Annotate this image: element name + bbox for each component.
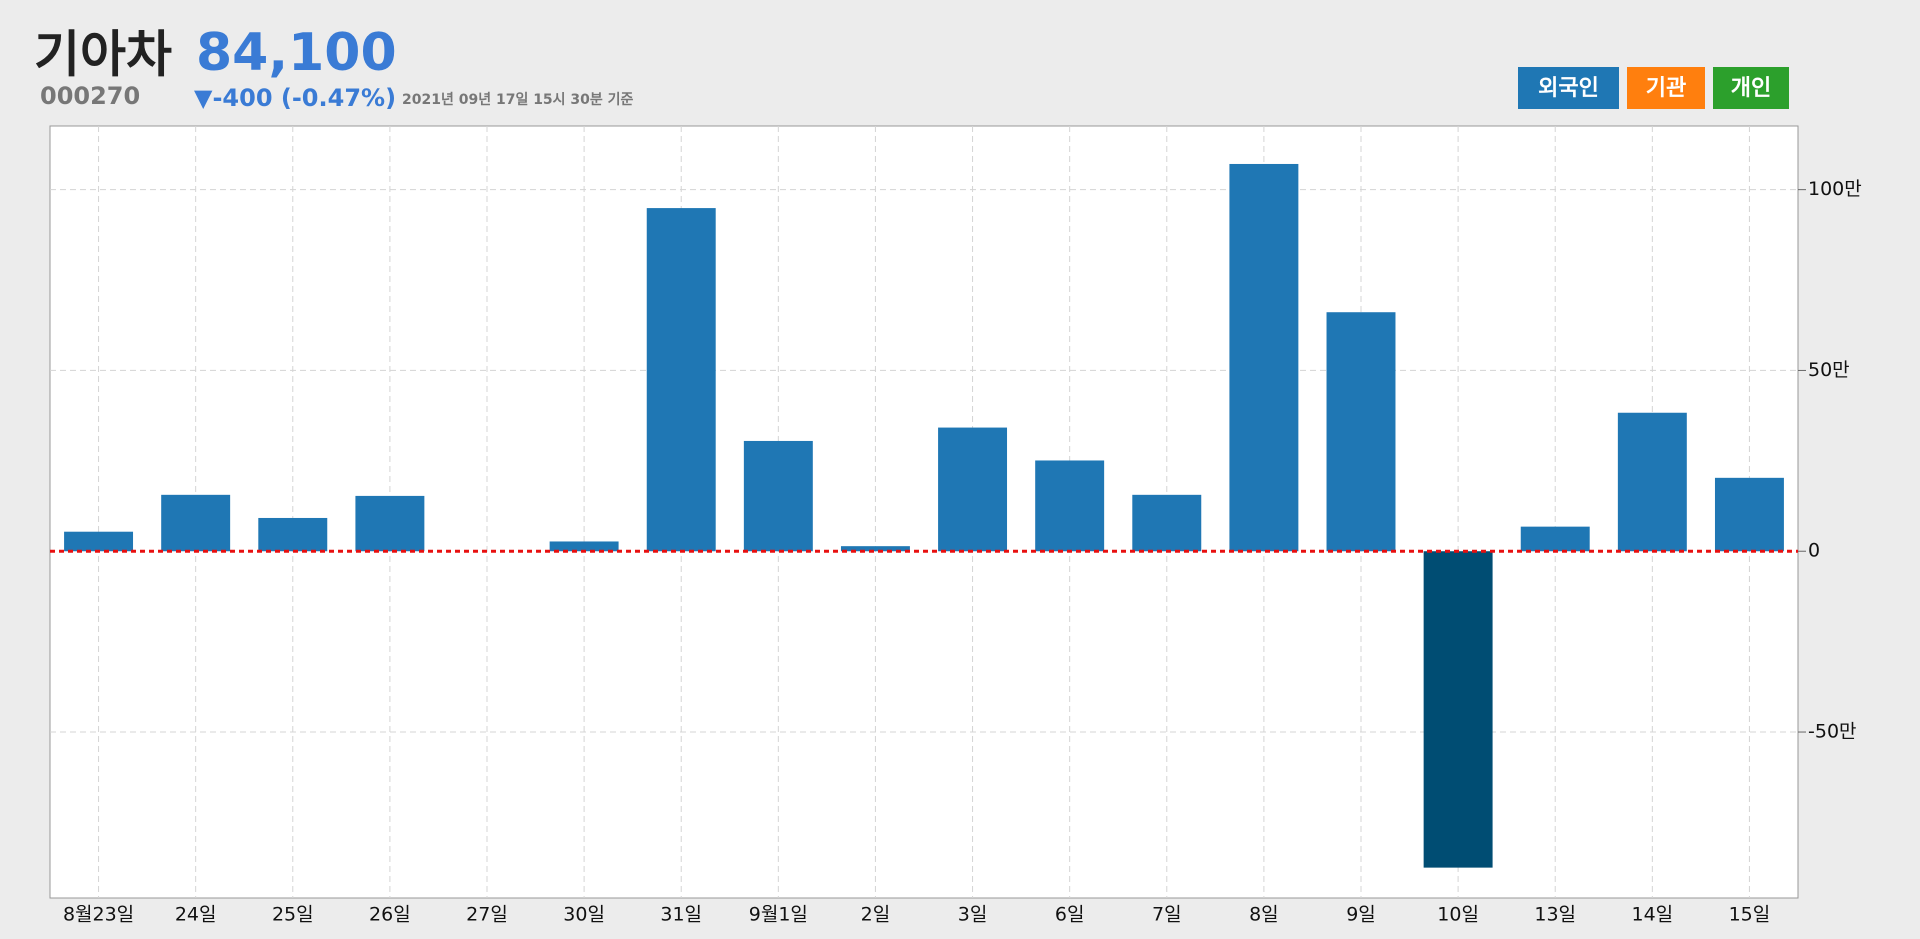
y-tick-label: -50만 xyxy=(1808,721,1857,743)
bar xyxy=(938,427,1008,552)
x-tick-label: 15일 xyxy=(1729,904,1771,926)
stock-code: 000270 xyxy=(40,82,140,110)
x-tick-label: 6일 xyxy=(1055,904,1085,926)
stock-name: 기아차 xyxy=(34,26,172,84)
bar xyxy=(355,495,425,552)
price-change: ▼-400 (-0.47%) xyxy=(194,84,396,112)
button-bg xyxy=(1518,67,1619,109)
y-tick-label: 0 xyxy=(1808,540,1820,562)
filter-button[interactable]: 개인 xyxy=(1713,67,1789,109)
x-tick-label: 25일 xyxy=(272,904,314,926)
bar xyxy=(1423,551,1493,868)
x-tick-label: 2일 xyxy=(861,904,891,926)
x-tick-label: 9일 xyxy=(1346,904,1376,926)
x-tick-label: 30일 xyxy=(563,904,605,926)
x-tick-label: 14일 xyxy=(1631,904,1673,926)
x-tick-label: 9월1일 xyxy=(749,904,808,926)
bar xyxy=(1714,477,1784,552)
bar xyxy=(64,531,134,552)
bar xyxy=(1617,412,1687,552)
filter-button[interactable]: 외국인 xyxy=(1518,67,1619,109)
bar xyxy=(1132,494,1202,552)
bar xyxy=(549,541,619,552)
x-tick-label: 24일 xyxy=(175,904,217,926)
bar xyxy=(646,208,716,552)
bar xyxy=(743,440,813,552)
y-tick-label: 50만 xyxy=(1808,359,1850,381)
plot-area xyxy=(49,125,1799,899)
bar xyxy=(161,494,231,552)
x-tick-label: 31일 xyxy=(660,904,702,926)
button-label: 개인 xyxy=(1731,76,1771,101)
price: 84,100 xyxy=(196,23,397,83)
button-bg xyxy=(1713,67,1789,109)
bar xyxy=(1229,163,1299,552)
x-tick-label: 13일 xyxy=(1534,904,1576,926)
x-tick-label: 8일 xyxy=(1249,904,1279,926)
bar xyxy=(840,546,910,552)
x-tick-label: 26일 xyxy=(369,904,411,926)
bar xyxy=(1520,526,1590,552)
y-tick-label: 100만 xyxy=(1808,178,1862,200)
x-tick-label: 8월23일 xyxy=(63,904,134,926)
bar xyxy=(1326,312,1396,552)
button-label: 외국인 xyxy=(1538,76,1599,101)
timestamp: 2021년 09년 17일 15시 30분 기준 xyxy=(402,92,634,108)
x-tick-label: 10일 xyxy=(1437,904,1479,926)
filter-button[interactable]: 기관 xyxy=(1627,67,1705,109)
x-tick-label: 3일 xyxy=(958,904,988,926)
bar xyxy=(258,517,328,552)
x-tick-label: 7일 xyxy=(1152,904,1182,926)
button-label: 기관 xyxy=(1646,76,1686,101)
button-bg xyxy=(1627,67,1705,109)
bar xyxy=(1035,460,1105,552)
x-tick-label: 27일 xyxy=(466,904,508,926)
